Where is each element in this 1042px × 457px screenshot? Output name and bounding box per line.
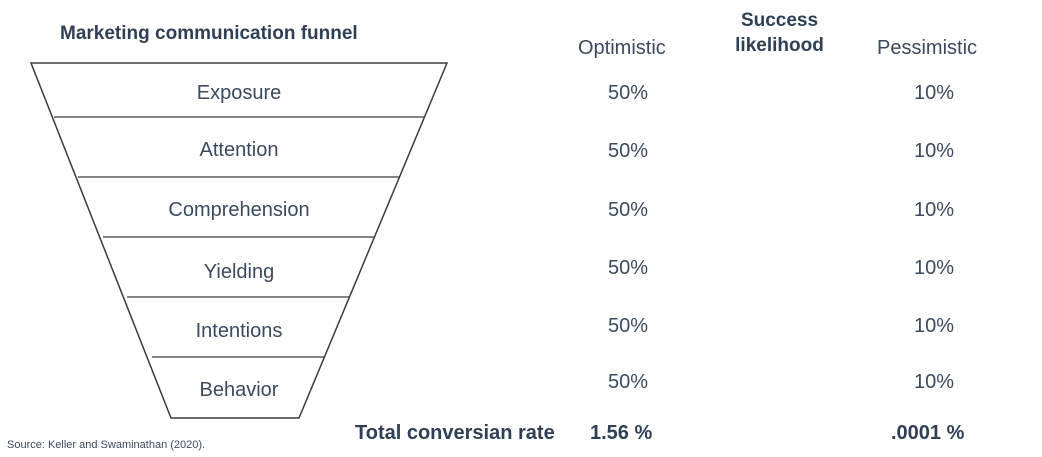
funnel-outline — [29, 62, 449, 419]
optimistic-value: 50% — [607, 257, 649, 279]
optimistic-value: 50% — [607, 82, 649, 104]
total-conversion-label: Total conversian rate — [355, 422, 555, 444]
pessimistic-value: 10% — [913, 140, 955, 162]
source-citation: Source: Keller and Swaminathan (2020). — [7, 439, 206, 451]
success-header-line1: Success — [740, 10, 819, 31]
funnel-stage-yielding: Yielding — [203, 261, 275, 283]
optimistic-value: 50% — [607, 199, 649, 221]
pessimistic-value: 10% — [913, 371, 955, 393]
success-header-line2: likelihood — [735, 35, 824, 56]
funnel-stage-comprehension: Comprehension — [168, 199, 310, 221]
optimistic-value: 50% — [607, 371, 649, 393]
funnel-stage-intentions: Intentions — [195, 320, 283, 342]
success-likelihood-header: Success likelihood — [717, 8, 842, 58]
optimistic-value: 50% — [607, 140, 649, 162]
funnel-diagram — [29, 62, 449, 419]
funnel-stage-exposure: Exposure — [196, 82, 282, 104]
funnel-stage-behavior: Behavior — [199, 379, 279, 401]
optimistic-header: Optimistic — [578, 37, 666, 59]
pessimistic-header: Pessimistic — [877, 37, 978, 59]
pessimistic-value: 10% — [913, 315, 955, 337]
total-pessimistic-value: .0001 % — [891, 422, 965, 444]
funnel-title: Marketing communication funnel — [60, 23, 358, 44]
pessimistic-value: 10% — [913, 199, 955, 221]
optimistic-value: 50% — [607, 315, 649, 337]
funnel-stage-attention: Attention — [199, 139, 279, 161]
pessimistic-value: 10% — [913, 82, 955, 104]
pessimistic-value: 10% — [913, 257, 955, 279]
total-optimistic-value: 1.56 % — [590, 422, 653, 444]
